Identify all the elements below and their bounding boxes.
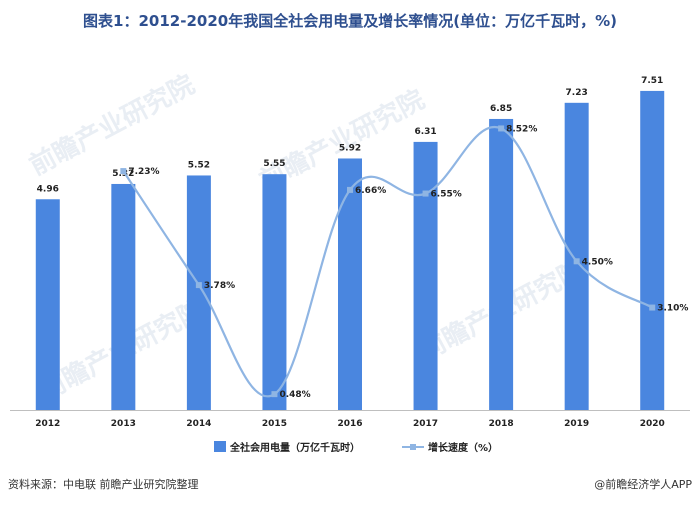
chart-title: 图表1：2012-2020年我国全社会用电量及增长率情况(单位：万亿千瓦时，%) [83,12,617,30]
x-tick-label-2013: 2013 [111,419,136,429]
growth-value-label-2018: 8.52% [506,124,537,134]
x-tick-label-2017: 2017 [413,419,438,429]
growth-point-2014 [195,282,202,289]
x-tick-label-2012: 2012 [35,419,60,429]
growth-point-2019 [573,258,580,265]
x-tick-label-2016: 2016 [337,419,362,429]
bar-value-label-2019: 7.23 [566,88,588,98]
chart-legend: 全社会用电量（万亿千瓦时） 增长速度（%） [0,439,700,455]
legend-bar-label: 全社会用电量（万亿千瓦时） [230,443,360,454]
legend-item-line: 增长速度（%） [402,439,498,454]
chart-plot-area: 4.965.325.525.555.926.316.857.237.512012… [10,76,690,429]
legend-line-swatch [402,441,424,452]
bar-value-label-2018: 6.85 [490,104,512,114]
x-tick-label-2018: 2018 [489,419,514,429]
x-tick-label-2020: 2020 [640,419,665,429]
growth-value-label-2017: 6.55% [431,190,462,200]
legend-line-label: 增长速度（%） [428,443,499,454]
bar-2012 [35,199,60,410]
bar-value-label-2017: 6.31 [414,127,436,137]
growth-value-label-2019: 4.50% [582,257,613,267]
x-tick-label-2015: 2015 [262,419,287,429]
bar-value-label-2020: 7.51 [641,76,663,86]
source-note: 资料来源：中电联 前瞻产业研究院整理 [8,478,199,491]
bar-value-label-2016: 5.92 [339,143,361,153]
growth-point-2015 [271,391,278,398]
brand-credit: @前瞻经济学人APP [594,478,692,491]
growth-point-2020 [649,304,656,311]
bar-value-label-2012: 4.96 [37,184,59,194]
bar-2013 [111,183,136,410]
growth-value-label-2014: 3.78% [204,281,235,291]
legend-bar-swatch [214,441,226,452]
growth-point-2018 [498,125,505,132]
x-tick-label-2019: 2019 [564,419,589,429]
bar-2017 [413,141,438,410]
growth-point-2017 [422,190,429,197]
bar-2014 [186,175,211,410]
bar-value-label-2014: 5.52 [188,160,210,170]
growth-rate-line [122,125,653,398]
growth-value-label-2015: 0.48% [279,390,310,400]
growth-value-label-2020: 3.10% [657,304,688,314]
growth-value-label-2016: 6.66% [355,186,386,196]
bar-2016 [338,158,362,410]
bar-2020 [640,90,665,411]
bar-2018 [489,118,514,411]
bar-value-label-2015: 5.55 [263,159,285,169]
bar-2019 [564,102,589,411]
growth-value-label-2013: 7.23% [128,167,159,177]
legend-item-bar: 全社会用电量（万亿千瓦时） [214,439,360,454]
bar-2015 [262,174,287,410]
growth-point-2013 [120,168,127,175]
footer: 资料来源：中电联 前瞻产业研究院整理 @前瞻经济学人APP [8,476,692,494]
x-tick-label-2014: 2014 [186,419,211,429]
growth-point-2016 [347,186,353,193]
